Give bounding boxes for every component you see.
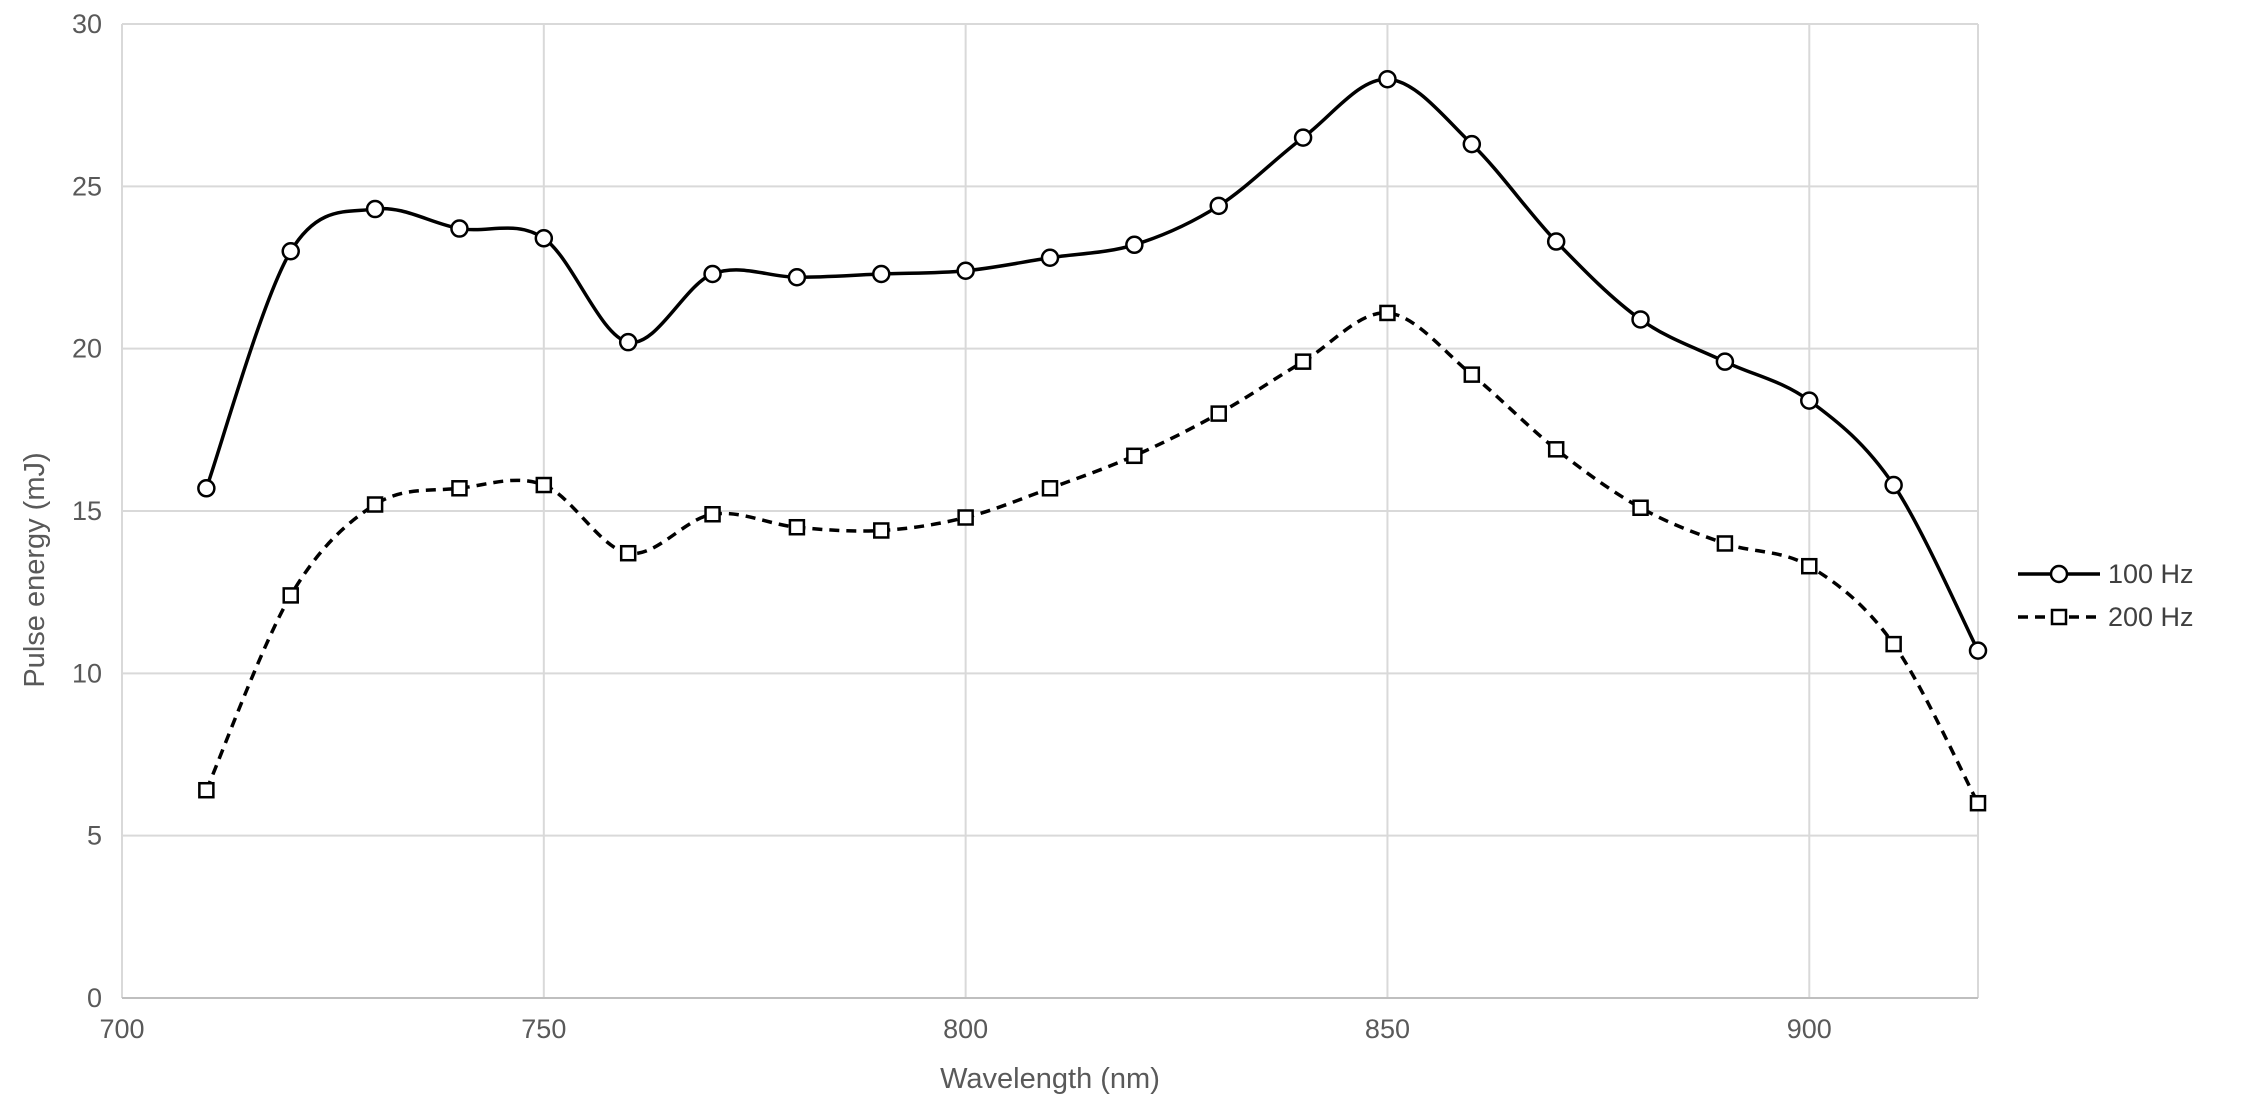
series-2 [198,304,1987,812]
data-point-square [1716,535,1734,552]
data-point-square [1210,405,1227,422]
data-point-circle [1209,196,1228,216]
x-tick-label: 750 [521,1014,566,1044]
data-point-square [1126,447,1143,465]
data-point-square [1294,353,1312,370]
y-tick-label: 5 [87,821,102,851]
legend: 100 Hz 200 Hz [2018,559,2194,632]
data-point-circle [1125,235,1144,255]
legend-item: 100 Hz [2018,559,2194,589]
data-point-circle [281,242,300,261]
data-point-square [788,518,806,536]
x-tick-label: 850 [1365,1014,1410,1044]
data-point-circle [1800,391,1819,410]
series-line [204,311,1980,805]
data-point-square [957,509,974,526]
data-point-circle [1968,641,1988,660]
y-tick-label: 25 [72,171,102,201]
data-point-square [1041,480,1059,497]
data-point-circle [618,332,638,352]
data-point-square [451,480,468,497]
data-point-circle [534,229,554,248]
y-tick-label: 10 [72,658,102,688]
x-tick-label: 900 [1787,1014,1832,1044]
axes-layer: 0 5 10 15 20 25 30 700 750 800 850 900 [72,9,1978,1044]
data-point-circle [1293,128,1313,147]
data-point-circle [1715,352,1735,371]
data-point-square [873,522,890,539]
series-line [204,77,1980,652]
data-point-circle [787,267,807,287]
data-point-square [535,476,553,494]
legend-marker-square [2050,608,2068,626]
data-point-circle [872,264,891,284]
legend-label: 200 Hz [2108,602,2194,632]
x-axis-title: Wavelength (nm) [940,1063,1160,1095]
data-point-circle [1546,232,1566,251]
data-point-square [1547,441,1565,458]
legend-item: 200 Hz [2018,602,2194,632]
data-point-square [619,544,637,562]
grid-layer [121,23,1979,998]
data-point-square [704,505,721,523]
data-point-circle [1040,248,1060,268]
legend-label: 100 Hz [2108,559,2194,589]
data-point-circle [197,479,216,498]
series-1 [197,69,1988,660]
data-point-square [1885,635,1902,653]
legend-marker-circle [2049,564,2069,584]
data-point-circle [1631,310,1650,329]
data-point-square [1969,794,1987,812]
data-point-square [366,496,384,513]
data-point-circle [956,261,975,280]
x-tick-label: 700 [99,1014,144,1044]
data-point-circle [1462,134,1482,154]
data-point-circle [1884,475,1903,495]
data-point-square [1801,557,1818,575]
data-point-square [198,781,215,799]
data-point-circle [703,264,722,284]
data-point-circle [450,219,469,238]
data-point-square [1463,366,1481,383]
data-point-square [1632,499,1649,517]
series-layer [197,69,1988,812]
data-point-circle [365,199,385,219]
x-tick-label: 800 [943,1014,988,1044]
y-axis-title: Pulse energy (mJ) [19,452,51,687]
data-point-square [282,587,299,604]
y-tick-label: 0 [87,983,102,1013]
data-point-circle [1378,69,1397,89]
y-tick-label: 30 [72,9,102,39]
y-tick-label: 15 [72,496,102,526]
data-point-square [1379,304,1396,322]
y-tick-label: 20 [72,334,102,364]
